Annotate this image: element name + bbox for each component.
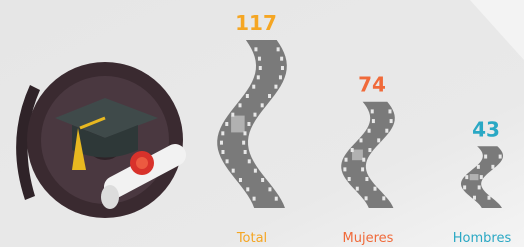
sprocket	[371, 109, 374, 113]
sprocket	[254, 169, 257, 173]
value-label: 43	[472, 117, 500, 141]
sprocket	[274, 85, 277, 89]
sprocket	[478, 185, 481, 189]
sprocket	[463, 185, 466, 189]
sprocket	[377, 138, 380, 142]
sprocket	[268, 187, 271, 191]
frame	[231, 116, 245, 133]
sprocket	[345, 158, 348, 162]
sprocket	[225, 122, 228, 126]
sprocket	[221, 150, 224, 154]
sprocket	[254, 47, 257, 51]
sprocket	[253, 197, 256, 201]
sprocket	[248, 159, 251, 163]
category-label: Total	[236, 231, 267, 246]
infographic: 117 Total 74 Mujeres 43 Hombres	[0, 0, 524, 247]
category-label: Mujeres	[343, 231, 394, 246]
sprocket	[259, 66, 262, 70]
sprocket	[385, 129, 388, 133]
sprocket	[268, 94, 271, 98]
sprocket	[232, 169, 235, 173]
sprocket	[275, 197, 278, 201]
sprocket	[253, 113, 256, 117]
frame	[352, 150, 363, 161]
sprocket	[390, 119, 393, 123]
sprocket	[477, 165, 480, 169]
sprocket	[261, 103, 264, 107]
value-label: 74	[358, 73, 386, 97]
sprocket	[465, 175, 468, 179]
sprocket	[372, 119, 375, 123]
sprocket	[221, 131, 224, 135]
sprocket	[361, 167, 364, 171]
sprocket	[258, 57, 261, 61]
sprocket	[359, 138, 362, 142]
sprocket	[252, 85, 255, 89]
sprocket	[239, 103, 242, 107]
sprocket	[279, 75, 282, 79]
sprocket	[473, 196, 476, 200]
sprocket	[388, 109, 391, 113]
sprocket	[239, 178, 242, 182]
sprocket	[244, 150, 247, 154]
sprocket	[365, 196, 368, 200]
sprocket	[488, 196, 491, 200]
sprocket	[257, 75, 260, 79]
sprocket	[499, 155, 502, 159]
sprocket	[343, 167, 346, 171]
category-label: Hombres	[453, 231, 512, 246]
sprocket	[277, 47, 280, 51]
sprocket	[261, 178, 264, 182]
sprocket	[491, 165, 494, 169]
sprocket	[356, 187, 359, 191]
sprocket	[247, 122, 250, 126]
sprocket	[280, 57, 283, 61]
sprocket	[382, 196, 385, 200]
sprocket	[480, 175, 483, 179]
sprocket	[220, 141, 223, 145]
sprocket	[365, 177, 368, 181]
sprocket	[374, 187, 377, 191]
sprocket	[368, 148, 371, 152]
sprocket	[348, 177, 351, 181]
sprocket	[226, 159, 229, 163]
sprocket	[246, 187, 249, 191]
sprocket	[368, 129, 371, 133]
sprocket	[281, 66, 284, 70]
frame	[470, 174, 479, 180]
sprocket	[484, 155, 487, 159]
value-label: 117	[235, 11, 277, 35]
sprocket	[246, 94, 249, 98]
sprocket	[242, 141, 245, 145]
